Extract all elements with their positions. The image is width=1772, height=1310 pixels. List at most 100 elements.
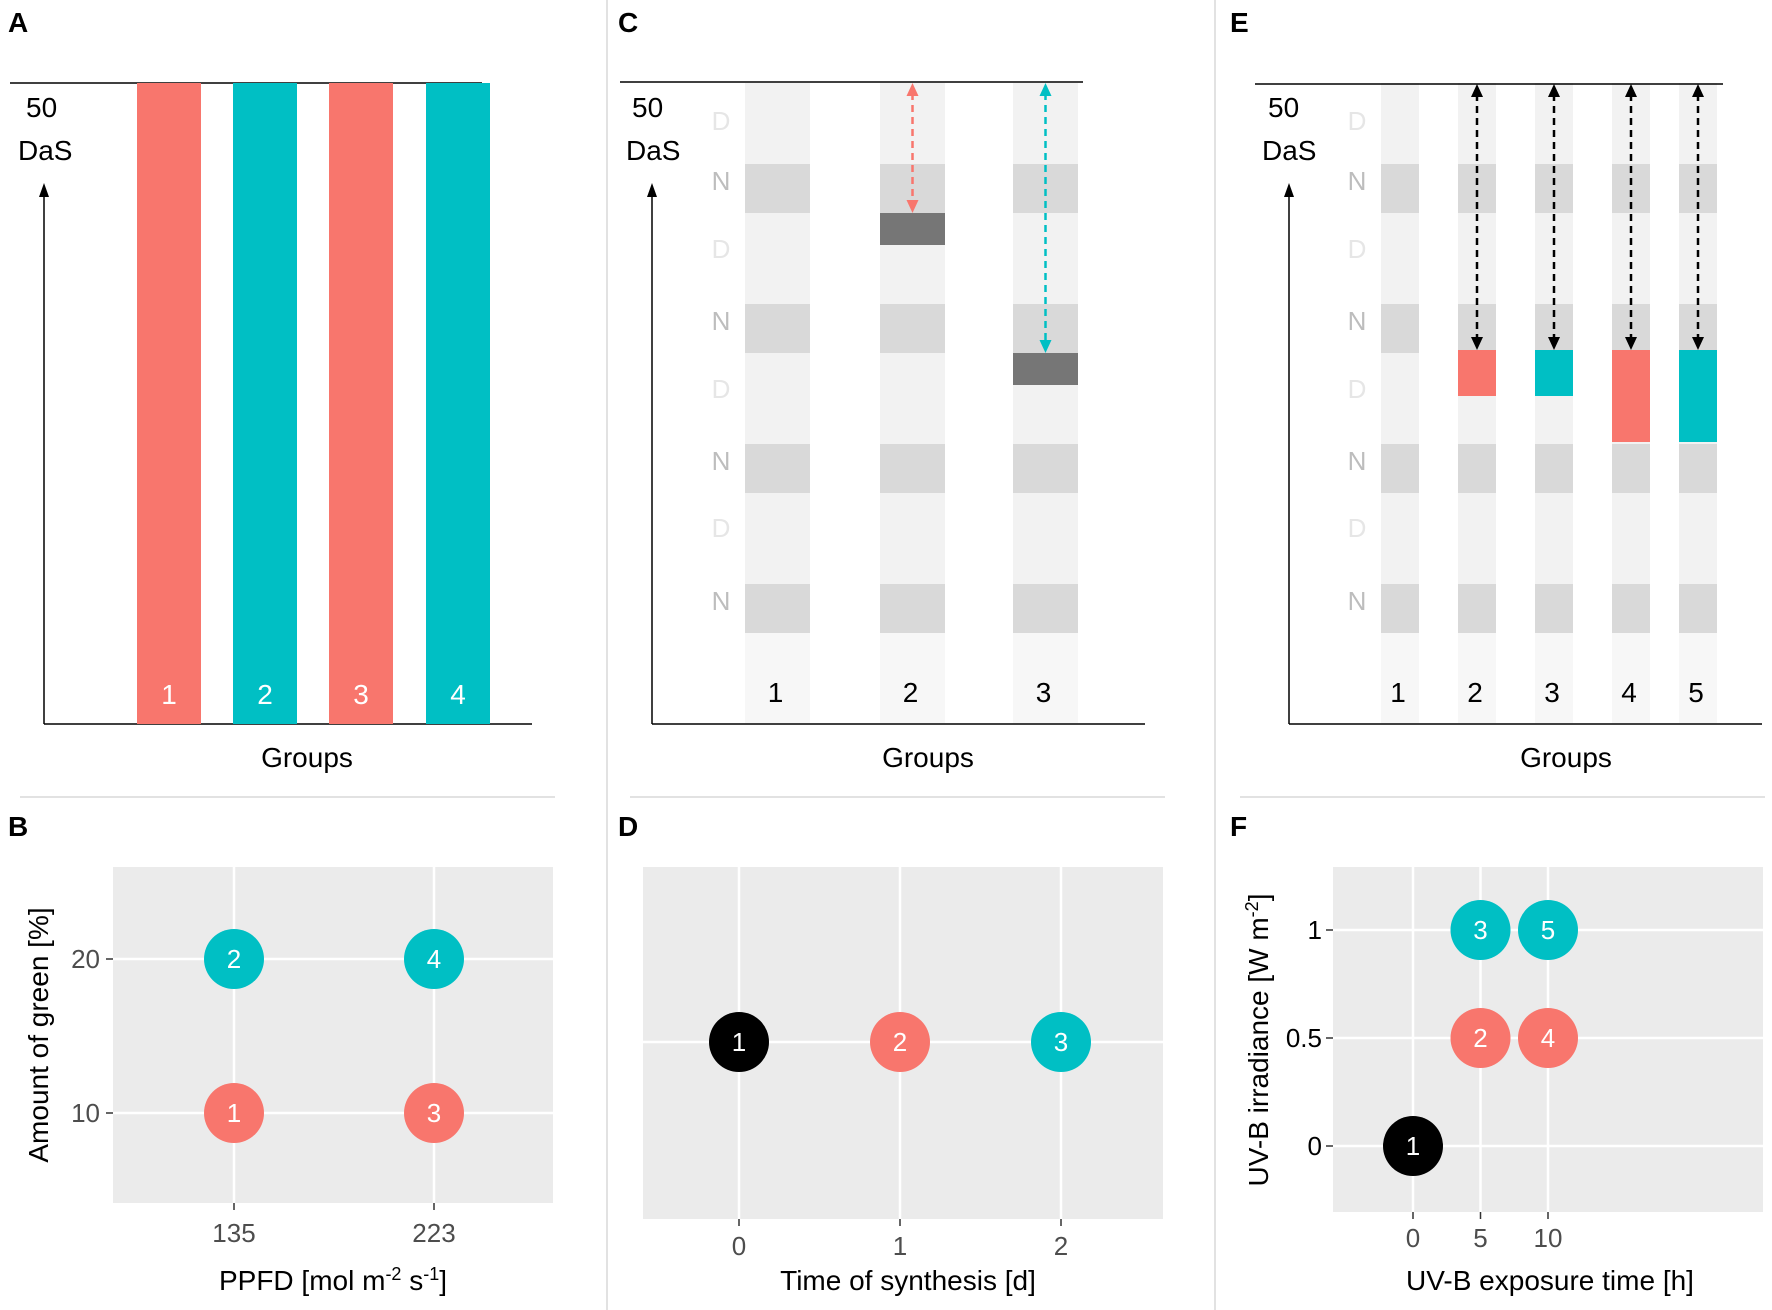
panel-label: E bbox=[1230, 7, 1249, 38]
night-label: N bbox=[1348, 166, 1367, 196]
y-tick-label: 20 bbox=[71, 944, 100, 974]
group-label-3: 3 bbox=[1036, 677, 1052, 708]
bar-1 bbox=[137, 83, 201, 724]
day-label: D bbox=[712, 513, 731, 543]
interval-arrow-5-head-top bbox=[1692, 84, 1704, 97]
point-label-4: 4 bbox=[427, 944, 441, 974]
night-band bbox=[1458, 584, 1496, 633]
day-band bbox=[1458, 493, 1496, 584]
y-axis-arrowhead bbox=[647, 183, 657, 197]
y-tick-label: 1 bbox=[1308, 915, 1322, 945]
exposure-block-3 bbox=[1535, 350, 1573, 396]
day-band bbox=[880, 493, 945, 584]
point-2 bbox=[1450, 1008, 1511, 1068]
point-label-5: 5 bbox=[1541, 915, 1555, 945]
exposure-block-4 bbox=[1612, 350, 1650, 442]
interval-arrow-2-head-top bbox=[1471, 84, 1483, 97]
y-axis-label: Amount of green [%] bbox=[23, 907, 54, 1162]
y-axis-arrowhead bbox=[39, 183, 49, 197]
points: 1 2 3 4 5 bbox=[1383, 900, 1578, 1176]
x-axis-label: Time of synthesis [d] bbox=[780, 1265, 1036, 1296]
ticks: 135 223 10 20 bbox=[71, 944, 456, 1248]
x-axis-label: Groups bbox=[261, 742, 353, 773]
day-band bbox=[880, 353, 945, 444]
night-band bbox=[880, 444, 945, 493]
interval-arrow-3-head-bottom bbox=[1039, 340, 1052, 353]
group-label-2: 2 bbox=[1467, 677, 1483, 708]
top-unit: DaS bbox=[626, 135, 680, 166]
ticks: 0 1 2 bbox=[732, 1219, 1068, 1261]
panel-b: B 135 223 10 20 1 2 3 4 Amount of green [%] PP… bbox=[8, 811, 553, 1296]
top-value: 50 bbox=[26, 92, 57, 123]
night-band bbox=[1679, 444, 1717, 493]
point-label-3: 3 bbox=[1054, 1027, 1068, 1057]
x-axis-label: PPFD [mol m-2 s-1] bbox=[219, 1264, 447, 1296]
panel-f: F 0 5 10 0 0.5 1 1 2 3 4 5 UV-B irradiance [W m-2… bbox=[1230, 811, 1763, 1296]
group-label-1: 1 bbox=[768, 677, 784, 708]
day-band bbox=[1612, 493, 1650, 584]
bar-3 bbox=[329, 83, 393, 724]
fade-band bbox=[745, 633, 810, 723]
day-night-strips bbox=[1381, 83, 1717, 723]
group-label-5: 5 bbox=[1688, 677, 1704, 708]
night-band bbox=[745, 164, 810, 213]
night-band bbox=[1013, 444, 1078, 493]
interval-arrow-2-head-top bbox=[906, 83, 919, 96]
fade-band bbox=[1612, 633, 1650, 723]
day-band bbox=[745, 353, 810, 444]
group-label-1: 1 bbox=[1390, 677, 1406, 708]
point-1 bbox=[1383, 1116, 1443, 1176]
day-band bbox=[1381, 213, 1419, 304]
bar-2 bbox=[233, 83, 297, 724]
top-value: 50 bbox=[1268, 92, 1299, 123]
group-label-4: 4 bbox=[1621, 677, 1637, 708]
day-label: D bbox=[712, 374, 731, 404]
interval-arrow-2-head-bottom bbox=[1471, 337, 1483, 350]
group-labels: 1 2 3 4 5 bbox=[1390, 677, 1704, 708]
x-axis-label: UV-B exposure time [h] bbox=[1406, 1265, 1694, 1296]
point-3 bbox=[1450, 900, 1511, 960]
night-label: N bbox=[712, 586, 731, 616]
interval-arrow-4-head-top bbox=[1625, 84, 1637, 97]
day-band bbox=[1013, 493, 1078, 584]
night-band bbox=[745, 584, 810, 633]
y-tick-label: 0.5 bbox=[1286, 1023, 1322, 1053]
day-band bbox=[1535, 493, 1573, 584]
x-label-part: ] bbox=[439, 1265, 447, 1296]
x-tick-label: 223 bbox=[412, 1218, 455, 1248]
interval-arrow-3-head-bottom bbox=[1548, 337, 1560, 350]
points: 1 2 3 bbox=[709, 1012, 1091, 1072]
night-label: N bbox=[712, 446, 731, 476]
x-label-sup: -1 bbox=[423, 1264, 439, 1284]
interval-arrow-3-head-top bbox=[1548, 84, 1560, 97]
panel-a: A 50 DaS 1 2 3 4 Groups bbox=[8, 7, 532, 773]
y-axis-label: UV-B irradiance [W m-2] bbox=[1242, 894, 1274, 1187]
x-axis-label: Groups bbox=[882, 742, 974, 773]
y-label-part: ] bbox=[1243, 894, 1274, 902]
fade-band bbox=[1535, 633, 1573, 723]
exposure-block-2 bbox=[1458, 350, 1496, 396]
y-label-part: UV-B irradiance [W m bbox=[1243, 917, 1274, 1186]
fade-band bbox=[880, 633, 945, 723]
fade-band bbox=[1381, 633, 1419, 723]
point-5 bbox=[1518, 900, 1578, 960]
point-2 bbox=[870, 1012, 930, 1072]
day-label: D bbox=[712, 234, 731, 264]
day-night-strips bbox=[745, 83, 1078, 723]
bar-4 bbox=[426, 83, 490, 724]
panel-label: A bbox=[8, 7, 28, 38]
top-value: 50 bbox=[632, 92, 663, 123]
night-label: N bbox=[1348, 586, 1367, 616]
day-label: D bbox=[712, 106, 731, 136]
point-label-1: 1 bbox=[227, 1098, 241, 1128]
point-label-4: 4 bbox=[1541, 1023, 1555, 1053]
point-label-3: 3 bbox=[427, 1098, 441, 1128]
x-tick-label: 1 bbox=[893, 1231, 907, 1261]
fade-band bbox=[1679, 633, 1717, 723]
interval-arrow-3-head-top bbox=[1039, 83, 1052, 96]
panel-label: D bbox=[618, 811, 638, 842]
